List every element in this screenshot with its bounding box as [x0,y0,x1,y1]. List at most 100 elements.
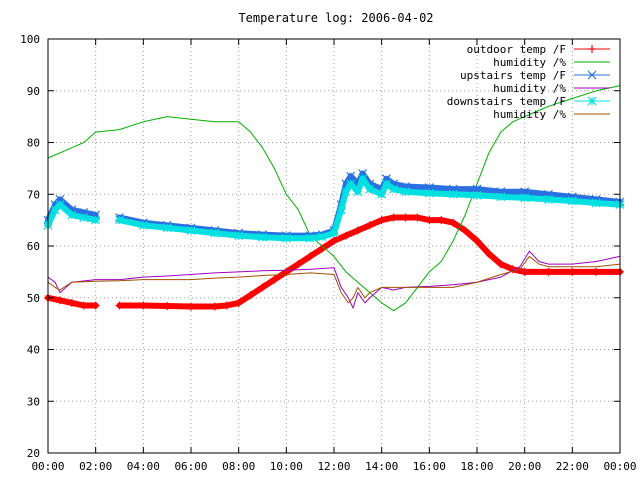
data-point [163,302,172,311]
data-point [382,179,391,189]
series-6 [47,255,621,304]
legend-label: upstairs temp /F [460,69,566,82]
data-point [55,296,64,305]
y-tick-label: 40 [27,344,40,357]
data-point [425,216,434,225]
y-tick-label: 90 [27,85,40,98]
data-point [210,228,220,238]
legend-item: humidity /% [493,82,610,95]
data-point [449,218,458,227]
legend-item: humidity /% [493,56,610,69]
x-tick-label: 16:00 [413,460,446,473]
data-point [186,226,196,235]
y-tick-label: 80 [27,137,40,150]
data-point [496,260,505,269]
data-point [341,231,350,240]
data-point [496,192,506,202]
data-point [294,260,303,269]
axis-ticks: 20 30 40 50 60 70 80 90 100 00:00 02:00 04:00 06:00 0… [20,33,636,473]
data-point [79,301,88,310]
grid-lines [48,39,620,453]
legend-label: downstairs temp /F [447,95,566,108]
data-point [55,200,65,210]
data-point [138,220,148,230]
data-point [365,184,375,194]
series-5 [43,174,625,243]
data-point [270,275,279,284]
x-tick-label: 18:00 [460,460,493,473]
data-point [79,213,89,222]
data-point [234,298,243,307]
data-point [336,205,346,215]
data-point [473,236,481,245]
data-point [210,302,219,311]
data-point [567,196,577,206]
data-point [162,223,172,233]
x-tick-label: 14:00 [365,460,398,473]
data-point [365,221,374,230]
x-tick-label: 00:00 [31,460,64,473]
data-point [520,267,529,276]
y-tick-label: 100 [20,33,40,46]
data-point [329,228,339,238]
data-point [544,195,553,204]
x-tick-label: 22:00 [556,460,589,473]
data-point [115,215,124,225]
legend-item: downstairs temp /F [447,95,610,108]
data-point [115,301,124,310]
series-line [47,85,621,312]
data-point [424,188,434,198]
data-point [377,189,387,199]
data-point [317,232,327,242]
data-point [544,267,553,276]
legend-marker [588,45,596,53]
data-point [346,179,356,189]
data-point [222,301,231,310]
data-point [330,236,338,245]
data-point [139,301,148,310]
data-point [258,283,267,292]
legend-label: outdoor temp /F [467,43,566,56]
data-point [67,210,77,220]
x-tick-label: 04:00 [127,460,160,473]
data-point [591,198,601,208]
data-point [520,193,530,203]
data-point [472,184,482,194]
series-line [47,250,621,309]
data-point [67,298,76,307]
x-tick-label: 08:00 [222,460,255,473]
data-point [234,231,244,241]
data-point [353,226,362,235]
data-point [187,302,195,311]
legend-label: humidity /% [493,56,566,69]
data-point [358,174,368,184]
x-tick-label: 10:00 [270,460,303,473]
legend-label: humidity /% [493,108,566,121]
data-point [306,252,315,261]
legend-label: humidity /% [493,82,566,95]
y-tick-label: 70 [27,188,40,201]
data-point [281,233,291,243]
data-point [346,171,356,181]
data-point [401,187,410,197]
y-tick-label: 20 [27,447,40,460]
x-tick-label: 00:00 [603,460,636,473]
data-point [484,249,493,258]
series-layer [43,85,625,312]
data-point [592,267,601,276]
legend-marker [587,70,597,80]
chart-title: Temperature log: 2006-04-02 [238,11,433,25]
data-point [401,213,410,222]
series-2 [47,85,621,312]
legend-item: upstairs temp /F [460,69,610,82]
data-point [413,213,422,222]
data-point [91,215,101,225]
x-tick-label: 02:00 [79,460,112,473]
data-point [91,301,100,310]
y-tick-label: 30 [27,395,40,408]
x-tick-label: 06:00 [174,460,207,473]
series-line [47,255,621,304]
data-point [341,187,351,197]
data-point [448,189,458,199]
